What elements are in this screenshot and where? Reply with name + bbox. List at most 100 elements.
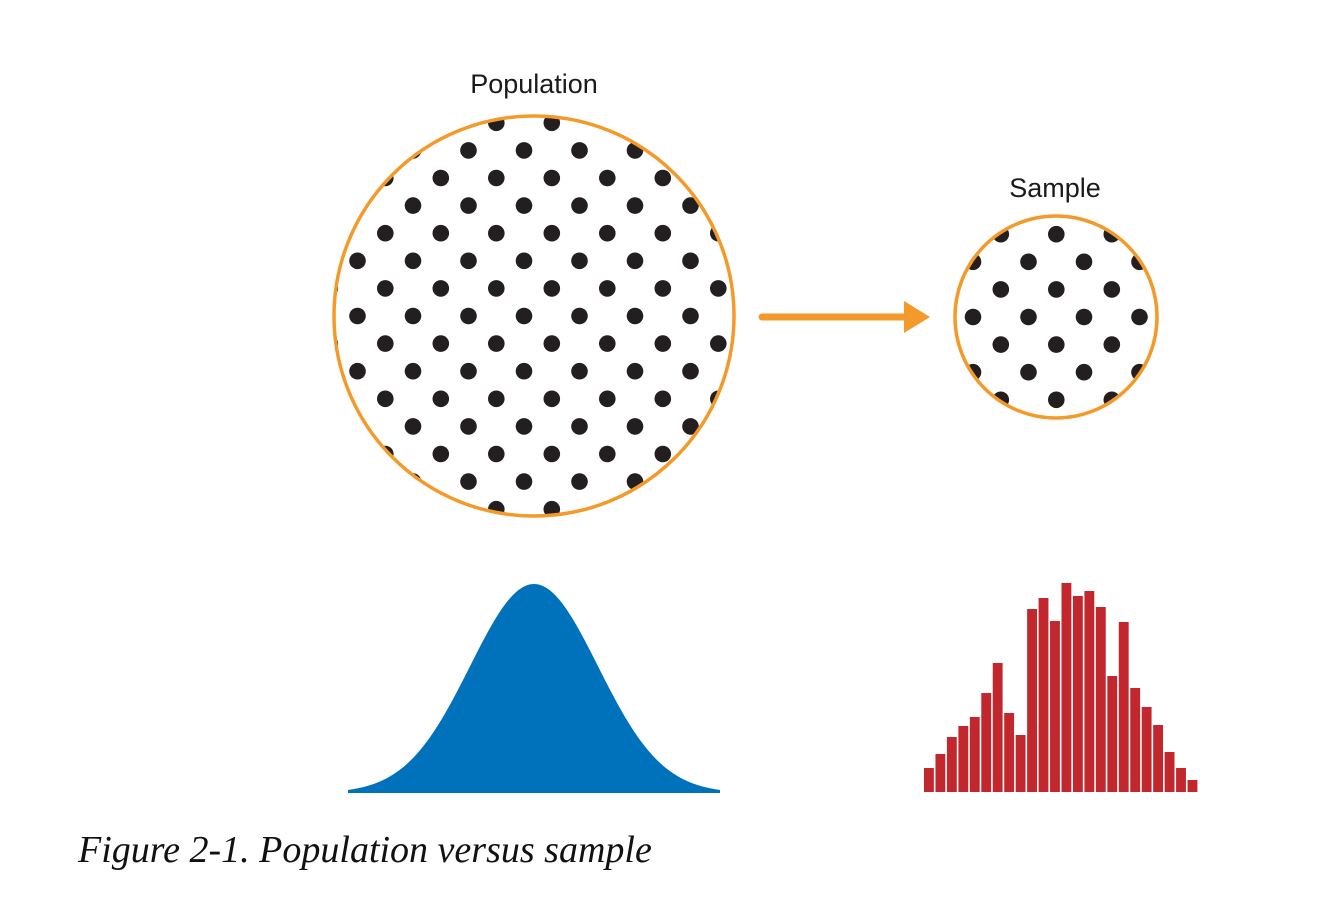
population-dot [682, 307, 699, 325]
population-circle [332, 114, 736, 518]
population-dot [377, 390, 394, 408]
population-dot [571, 197, 588, 214]
histogram-bar [946, 737, 957, 792]
sample-dot [1020, 253, 1037, 271]
population-dot [599, 445, 616, 463]
population-dot [432, 280, 450, 297]
sample-dot [1048, 391, 1065, 409]
population-dot [488, 390, 505, 408]
sampling-arrow [758, 301, 930, 333]
population-dot [682, 252, 699, 270]
population-dot [626, 307, 644, 325]
population-distribution-curve [348, 584, 720, 793]
histogram-bar [1164, 752, 1175, 792]
population-dot [571, 473, 588, 490]
population-dot [626, 362, 644, 380]
sample-label: Sample [1009, 173, 1101, 203]
histogram-bar [958, 726, 969, 792]
population-dot [515, 418, 533, 435]
population-circle-outline [332, 114, 736, 518]
sample-dot [1103, 281, 1121, 298]
population-dot [543, 445, 561, 463]
population-dot [460, 418, 477, 435]
population-dot [626, 418, 644, 435]
population-dot [488, 169, 505, 187]
arrow-head [904, 301, 930, 333]
population-dot [460, 362, 477, 380]
population-dot [377, 335, 394, 352]
population-dot [404, 197, 422, 214]
population-dot [515, 473, 533, 490]
population-dots [334, 116, 727, 516]
population-dot [599, 335, 616, 352]
population-dot [460, 197, 477, 214]
population-dot [515, 197, 533, 214]
population-dot [682, 197, 699, 214]
population-dot [571, 252, 588, 270]
histogram-bar [992, 663, 1003, 792]
sample-dot [1048, 225, 1065, 243]
population-dot [515, 307, 533, 325]
population-label: Population [470, 69, 598, 99]
histogram-bar [1004, 713, 1015, 792]
sample-dot [1075, 253, 1093, 271]
population-dot [377, 280, 394, 297]
population-dot [349, 252, 366, 270]
histogram-bar [969, 717, 980, 792]
population-dot [404, 362, 422, 380]
population-dot [432, 169, 450, 187]
population-dot [599, 390, 616, 408]
population-dot [349, 307, 366, 325]
sample-dot [1131, 308, 1148, 326]
population-dot [543, 280, 561, 297]
sample-dot [1103, 336, 1121, 353]
population-dot [404, 252, 422, 270]
population-dot [460, 473, 477, 490]
histogram-bar [935, 754, 946, 792]
population-dot [460, 252, 477, 270]
histogram-bar [1141, 707, 1152, 792]
population-dot [515, 142, 533, 159]
histogram-bar [1061, 583, 1072, 792]
population-dot [654, 224, 672, 242]
population-dot [654, 390, 672, 408]
population-dot [349, 362, 366, 380]
sample-circle-outline [953, 214, 1159, 420]
histogram-bar [1187, 780, 1198, 792]
population-dot [682, 362, 699, 380]
population-dot [515, 362, 533, 380]
population-dot [654, 445, 672, 463]
sample-histogram [924, 583, 1198, 792]
sample-dot [1020, 363, 1037, 381]
population-dot [654, 169, 672, 187]
population-dot [626, 252, 644, 270]
sample-dot [1048, 281, 1065, 298]
histogram-bar [924, 768, 934, 792]
population-dot [543, 224, 561, 242]
population-dot [404, 307, 422, 325]
population-dot [654, 335, 672, 352]
population-dot [488, 335, 505, 352]
population-dot [710, 335, 727, 352]
population-dot [543, 169, 561, 187]
population-dot [377, 224, 394, 242]
figure-caption: Figure 2-1. Population versus sample [78, 829, 652, 871]
population-dot [488, 280, 505, 297]
population-dot [432, 390, 450, 408]
population-dot [488, 445, 505, 463]
sample-dots [964, 225, 1148, 409]
population-dot [432, 224, 450, 242]
population-dot [571, 362, 588, 380]
histogram-bar [1015, 735, 1026, 792]
population-dot [460, 142, 477, 159]
population-dot [599, 224, 616, 242]
population-dot [682, 418, 699, 435]
sample-dot [1075, 308, 1093, 326]
population-dot [710, 280, 727, 297]
histogram-bar [1130, 688, 1141, 792]
histogram-bar [1050, 621, 1060, 792]
histogram-bar [1038, 598, 1049, 792]
sample-dot [1075, 363, 1093, 381]
population-dot [626, 197, 644, 214]
